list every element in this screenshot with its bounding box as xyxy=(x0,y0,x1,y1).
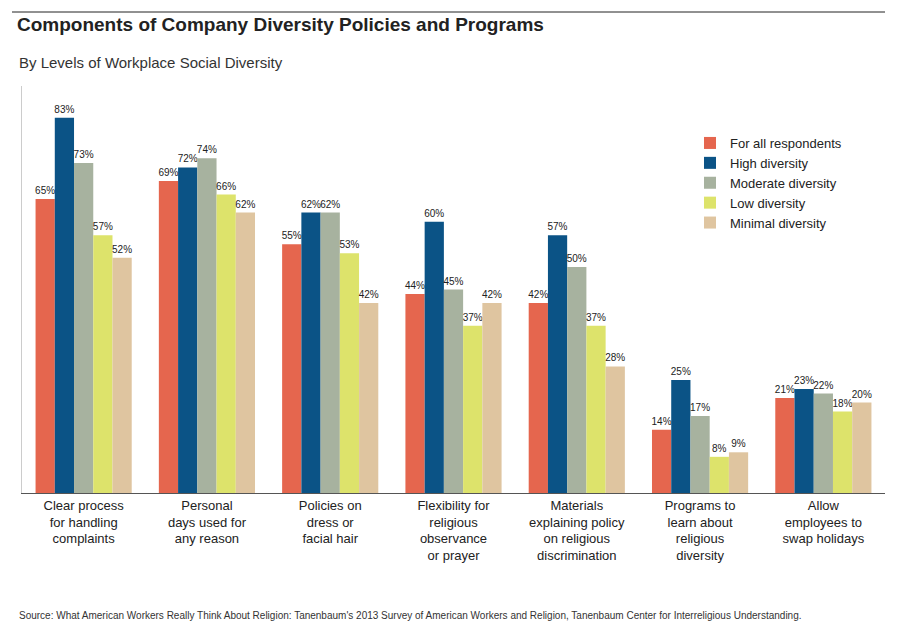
svg-text:18%: 18% xyxy=(833,398,853,409)
svg-text:62%: 62% xyxy=(301,199,321,210)
svg-text:57%: 57% xyxy=(547,221,567,232)
svg-text:Policies ondress orfacial hair: Policies ondress orfacial hair xyxy=(299,498,362,547)
svg-text:Source: What American Workers: Source: What American Workers Really Thi… xyxy=(19,610,802,621)
svg-text:50%: 50% xyxy=(567,253,587,264)
svg-text:57%: 57% xyxy=(93,221,113,232)
svg-text:83%: 83% xyxy=(54,104,74,115)
svg-text:53%: 53% xyxy=(339,239,359,250)
svg-text:45%: 45% xyxy=(443,276,463,287)
svg-text:Personaldays used forany reaso: Personaldays used forany reason xyxy=(168,498,247,547)
svg-text:Programs tolearn aboutreligiou: Programs tolearn aboutreligiousdiversity xyxy=(665,498,736,564)
svg-text:14%: 14% xyxy=(652,416,672,427)
svg-text:65%: 65% xyxy=(35,185,55,196)
svg-text:69%: 69% xyxy=(158,167,178,178)
svg-text:17%: 17% xyxy=(690,402,710,413)
svg-text:Components of Company Diversit: Components of Company Diversity Policies… xyxy=(17,14,544,35)
svg-text:Clear processfor handlingcompl: Clear processfor handlingcomplaints xyxy=(44,498,125,547)
svg-text:25%: 25% xyxy=(671,366,691,377)
svg-text:60%: 60% xyxy=(424,208,444,219)
svg-text:Low diversity: Low diversity xyxy=(730,196,806,211)
svg-text:52%: 52% xyxy=(112,244,132,255)
svg-text:8%: 8% xyxy=(712,443,727,454)
svg-text:74%: 74% xyxy=(197,144,217,155)
svg-text:For all respondents: For all respondents xyxy=(730,136,842,151)
svg-text:28%: 28% xyxy=(605,352,625,363)
svg-text:Flexibility forreligiousobserv: Flexibility forreligiousobservanceor pra… xyxy=(417,498,490,564)
svg-text:20%: 20% xyxy=(852,389,872,400)
svg-text:Allowemployees toswap holidays: Allowemployees toswap holidays xyxy=(783,498,865,547)
svg-text:By Levels of Workplace Social: By Levels of Workplace Social Diversity xyxy=(19,54,283,71)
svg-text:21%: 21% xyxy=(775,384,795,395)
svg-text:73%: 73% xyxy=(74,149,94,160)
svg-text:37%: 37% xyxy=(586,312,606,323)
svg-text:42%: 42% xyxy=(359,289,379,300)
svg-text:22%: 22% xyxy=(813,380,833,391)
svg-text:23%: 23% xyxy=(794,375,814,386)
svg-text:55%: 55% xyxy=(282,230,302,241)
svg-text:44%: 44% xyxy=(405,280,425,291)
svg-text:Moderate diversity: Moderate diversity xyxy=(730,176,837,191)
svg-text:High diversity: High diversity xyxy=(730,156,809,171)
svg-text:66%: 66% xyxy=(216,181,236,192)
svg-text:37%: 37% xyxy=(463,312,483,323)
svg-text:42%: 42% xyxy=(528,289,548,300)
svg-text:62%: 62% xyxy=(235,199,255,210)
svg-text:Minimal diversity: Minimal diversity xyxy=(730,216,827,231)
svg-text:72%: 72% xyxy=(178,153,198,164)
svg-text:62%: 62% xyxy=(320,199,340,210)
svg-text:9%: 9% xyxy=(731,438,746,449)
svg-text:Materialsexplaining policyon r: Materialsexplaining policyon religiousdi… xyxy=(529,498,625,564)
svg-text:42%: 42% xyxy=(482,289,502,300)
